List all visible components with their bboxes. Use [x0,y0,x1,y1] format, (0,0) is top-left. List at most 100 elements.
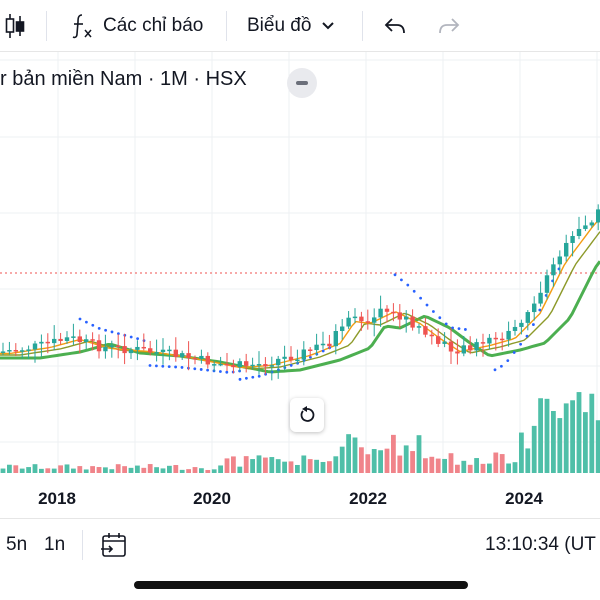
sar-dot [97,326,101,330]
candle-body [250,364,255,367]
candle-body [461,345,466,354]
price-chart[interactable]: 2018 2020 2022 2024 [0,52,600,518]
volume-bars [0,392,600,473]
candle-body [20,350,25,352]
sar-dot [117,332,120,336]
range-5y-button[interactable]: 5n [6,519,27,571]
sar-dot [538,308,542,312]
candle-body [148,348,153,353]
candle-body [359,316,364,322]
candle-body [455,351,460,354]
candle-body [13,350,18,352]
candle-body [448,341,454,352]
sar-dot [512,351,516,354]
volume-bar [563,403,569,473]
sar-dot [193,367,197,371]
candle-body [327,343,332,347]
sar-dot [444,322,448,326]
goto-date-button[interactable] [100,519,128,571]
chart-type-label: Biểu đồ [247,15,312,36]
sar-dot [419,296,422,300]
volume-bar [339,446,345,473]
volume-bar [26,467,31,473]
candle-body [372,317,377,323]
sar-dot [406,283,410,287]
candle-body [468,345,473,351]
volume-bar [295,464,300,473]
function-icon [72,14,92,39]
volume-bar [250,459,255,473]
sar-dot [238,377,242,381]
volume-bar [135,465,140,473]
clock-label: 13:10:34 (UT [485,534,596,555]
candle-body [544,275,550,293]
volume-bar [71,468,76,473]
volume-bar [77,466,83,473]
sar-dot [464,328,467,331]
undo-button[interactable] [383,0,407,52]
range-1y-button[interactable]: 1n [44,519,65,571]
candle-body [122,346,127,354]
sar-dot [412,289,416,293]
volume-bar [173,465,179,473]
redo-button[interactable] [437,0,461,52]
candle-body [244,361,249,366]
candle-body [52,338,57,344]
chart-type-dropdown[interactable]: Biểu đồ [247,0,336,52]
volume-bar [467,464,473,473]
candle-body [218,363,223,366]
volume-bar [263,457,268,473]
volume-bar [51,468,57,473]
volume-bar [544,398,550,473]
volume-bar [179,469,185,473]
candle-body [212,364,217,366]
volume-bar [359,447,364,473]
volume-bar [557,418,563,473]
candle-body [64,337,70,341]
collapse-legend-button[interactable] [287,68,317,98]
candle-body [26,349,31,351]
candle-body [538,292,543,304]
candle-body [237,361,242,368]
volume-bar [474,458,479,473]
x-tick-label: 2018 [38,489,76,508]
x-axis-ticks: 2018 2020 2022 2024 [38,489,543,508]
volume-bar [96,467,102,473]
candle-body [58,338,63,341]
volume-bar [314,459,319,473]
volume-bar [589,393,595,473]
candle-body [224,363,230,366]
volume-bar [480,463,486,473]
volume-bar [90,466,95,473]
symbol-title: r bản miền Nam · 1M · HSX [0,68,247,90]
clock-timezone[interactable]: 13:10:34 (UT [485,519,596,571]
volume-bar [237,466,243,473]
candles-icon[interactable] [4,0,26,52]
chevron-down-icon [322,22,335,30]
candle-body [7,350,12,352]
volume-bar [224,458,230,473]
x-tick-label: 2020 [193,489,231,508]
sar-dot [451,326,454,330]
reset-chart-button[interactable] [290,398,324,432]
candle-body [231,364,236,368]
candle-body [442,341,447,344]
sar-dot [245,376,248,380]
sar-dot [174,365,178,369]
volume-bar [455,464,460,473]
candle-body [493,337,498,340]
candle-body [340,326,345,331]
volume-bar [391,434,396,473]
sar-dot [136,337,140,341]
volume-bar [256,455,262,473]
minus-icon [296,81,308,85]
volume-bar [64,464,70,473]
volume-bar [211,469,217,473]
candle-body [90,339,95,341]
volume-bar [32,464,38,473]
volume-bar [397,455,403,473]
sar-dot [219,370,222,373]
indicators-button[interactable]: Các chỉ báo [70,0,203,52]
candle-body [576,228,582,237]
volume-bar [416,435,422,473]
